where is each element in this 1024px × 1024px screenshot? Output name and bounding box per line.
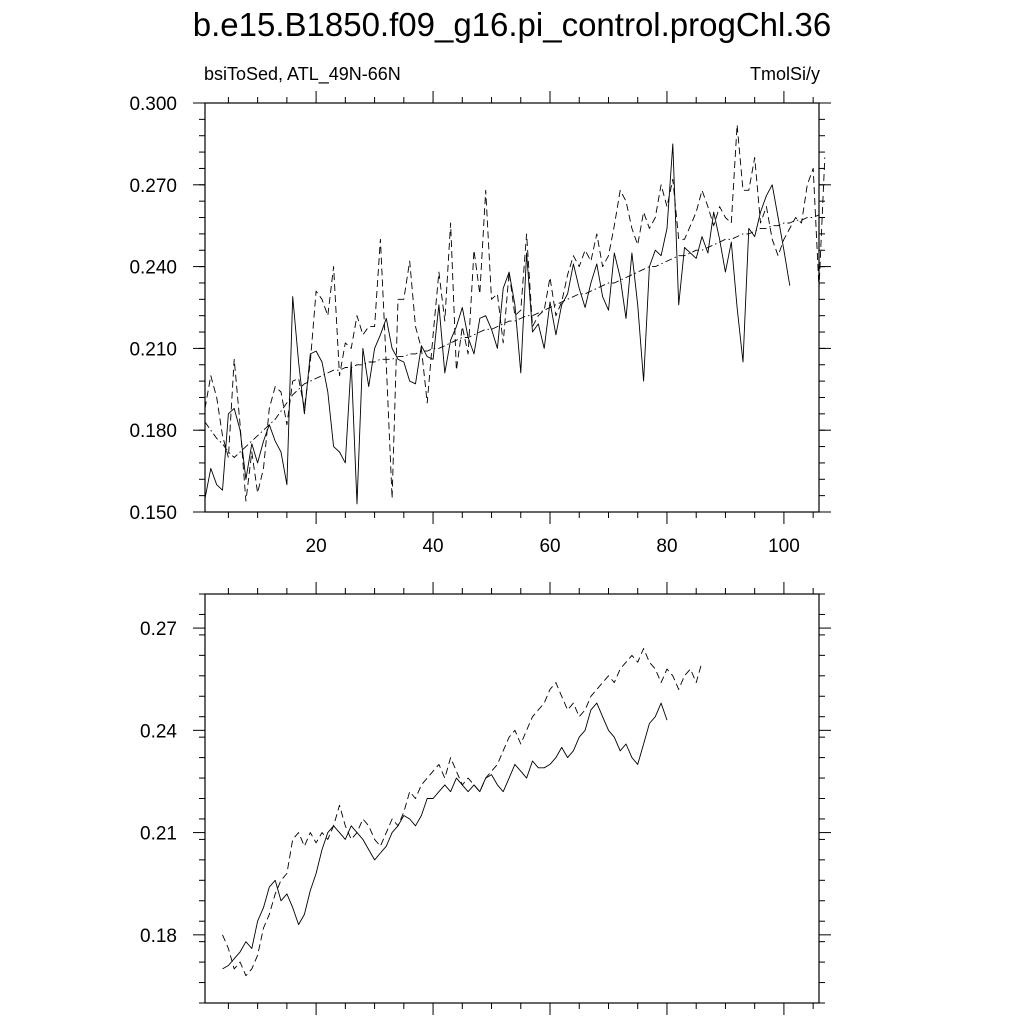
x-tick-label: 20 (306, 536, 327, 557)
y-tick-label: 0.18 (140, 926, 177, 947)
figure-title: b.e15.B1850.f09_g16.pi_control.progChl.3… (192, 6, 832, 43)
y-tick-label: 0.24 (140, 721, 177, 742)
y-tick-label: 0.240 (129, 258, 177, 279)
plot-frame (204, 593, 820, 1004)
series-line-solid (204, 143, 791, 505)
y-tick-label: 0.270 (129, 176, 177, 197)
x-tick-label: 40 (422, 536, 443, 557)
series-line-solid (222, 702, 668, 970)
units-label: TmolSi/y (749, 64, 820, 84)
y-tick-label: 0.27 (140, 619, 177, 640)
x-tick-label: 100 (768, 536, 800, 557)
y-tick-label: 0.21 (140, 824, 177, 845)
y-tick-label: 0.300 (129, 94, 177, 115)
bottom-plot: 0.18 0.21 0.24 0.27 (140, 582, 831, 1015)
plot-frame (204, 102, 820, 513)
x-tick-label: 80 (656, 536, 677, 557)
variable-region-label: bsiToSed, ATL_49N-66N (204, 64, 401, 84)
x-tick-label: 60 (539, 536, 560, 557)
top-plot: 20 40 60 80 100 0.150 0.180 0.210 0.240 0.270 0.30… (129, 91, 831, 557)
y-tick-label: 0.180 (129, 421, 177, 442)
y-tick-label: 0.210 (129, 339, 177, 360)
y-tick-label: 0.150 (129, 503, 177, 524)
series-line-dashed (222, 648, 703, 977)
series-line-dashed (204, 124, 826, 502)
series-line-dash-dot (204, 214, 820, 458)
